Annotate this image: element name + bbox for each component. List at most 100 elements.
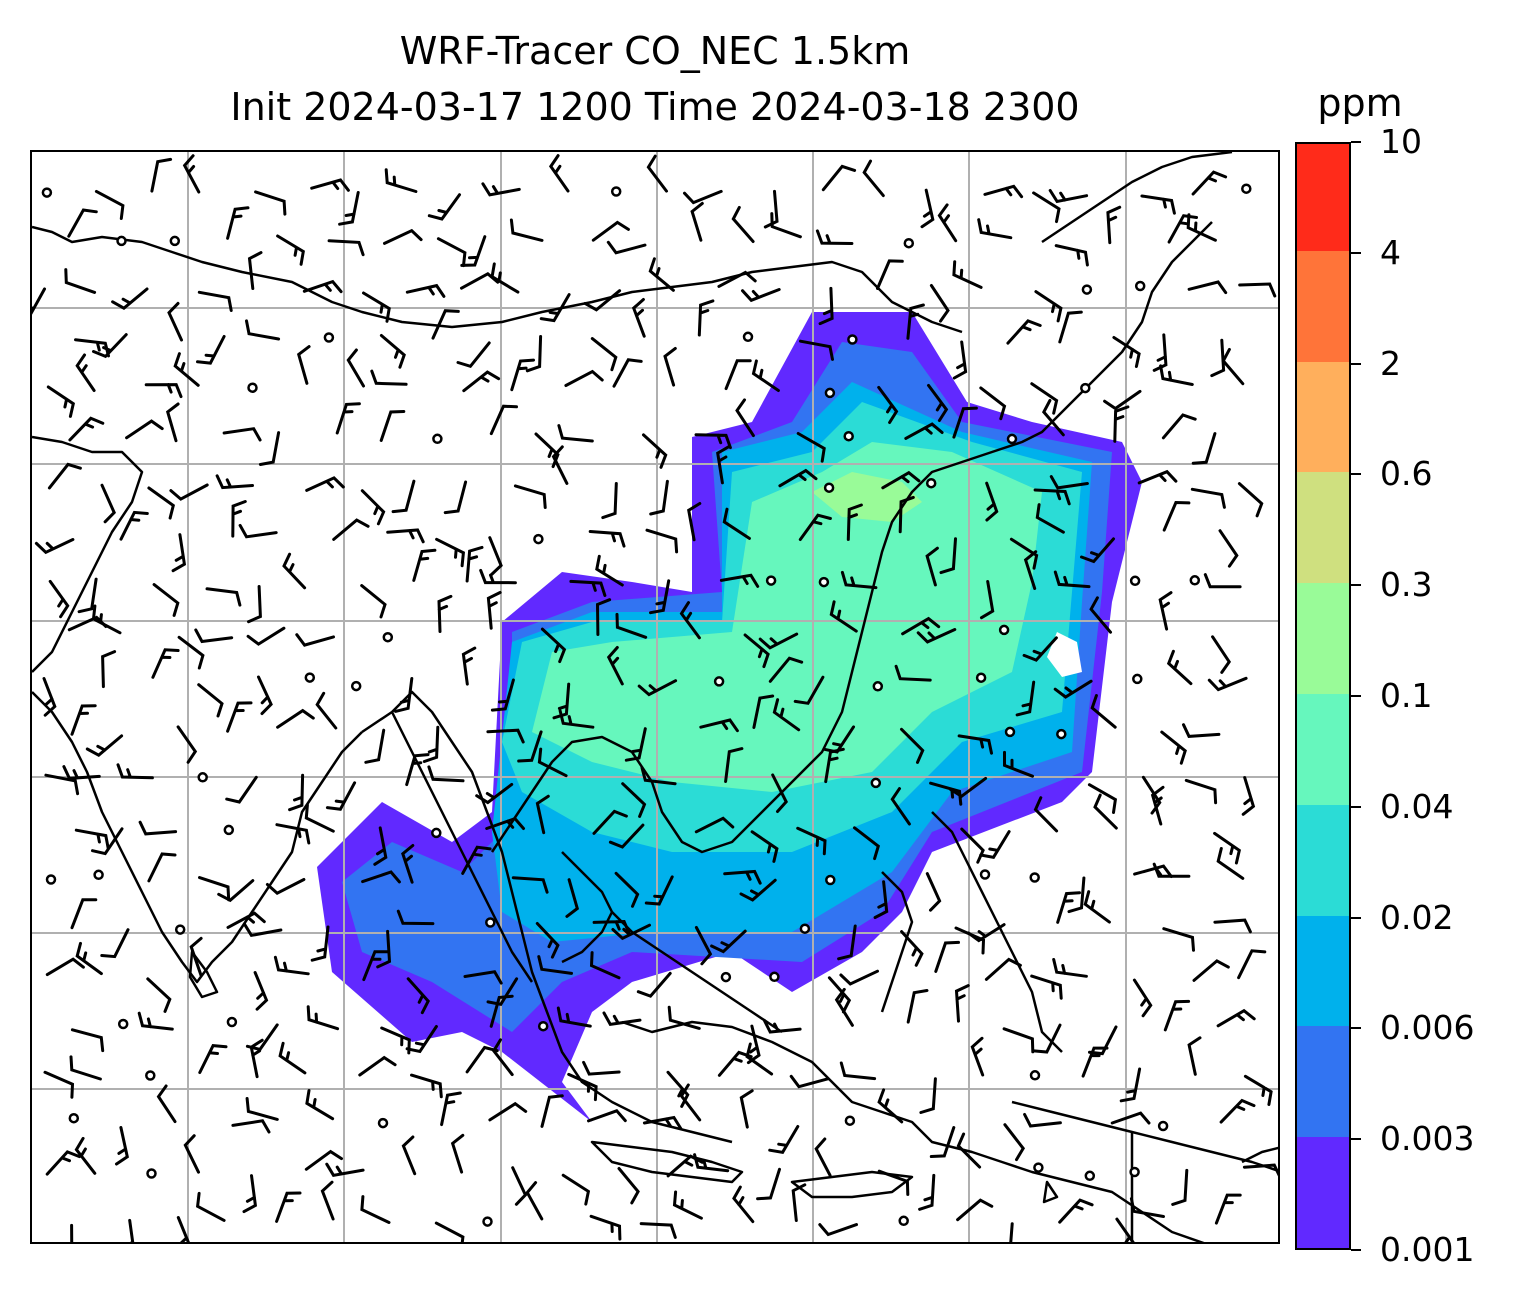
wind-barb xyxy=(1112,336,1141,368)
wind-barb xyxy=(1002,1027,1035,1054)
wind-barb xyxy=(435,537,465,568)
wind-barb xyxy=(215,474,254,490)
colorbar-tick-label: 0.3 xyxy=(1380,565,1433,605)
wind-barb xyxy=(979,386,1007,421)
wind-barb xyxy=(231,500,247,538)
wind-barb xyxy=(305,1089,335,1121)
colorbar-tick-mark xyxy=(1351,584,1361,587)
wind-barb xyxy=(739,878,777,902)
wind-barb xyxy=(1216,1008,1256,1028)
calm-wind-circle xyxy=(925,477,937,489)
wind-barb xyxy=(589,1214,622,1241)
wind-barb xyxy=(954,984,970,1023)
colorbar-tick-label: 0.003 xyxy=(1380,1119,1475,1159)
colorbar-tick-mark xyxy=(1351,695,1361,697)
wind-barb xyxy=(176,725,198,764)
wind-barb xyxy=(100,483,116,524)
wind-barb xyxy=(486,591,502,630)
wind-barb xyxy=(592,809,628,835)
calm-wind-circle xyxy=(304,672,316,683)
calm-wind-circle xyxy=(1080,382,1091,394)
wind-barb xyxy=(934,940,960,973)
wind-barb xyxy=(258,431,281,466)
wind-barb xyxy=(465,545,484,583)
wind-barb xyxy=(486,977,519,1006)
wind-barb xyxy=(197,290,233,312)
calm-wind-circle xyxy=(432,433,443,445)
wind-barb xyxy=(43,1070,75,1099)
wind-barb xyxy=(606,240,647,255)
wind-barb xyxy=(690,201,704,242)
wind-barb xyxy=(1158,591,1173,631)
wind-barb xyxy=(862,159,885,198)
wind-barb xyxy=(491,1038,514,1077)
calm-wind-circle xyxy=(847,334,858,345)
wind-barb xyxy=(877,1169,910,1196)
map-canvas xyxy=(32,152,1278,1242)
wind-barb xyxy=(595,554,624,587)
calm-wind-circle xyxy=(1056,728,1067,740)
wind-barb xyxy=(762,1018,802,1034)
wind-barb xyxy=(525,1181,544,1221)
calm-wind-circle xyxy=(1157,1120,1169,1132)
wind-barb xyxy=(1192,959,1230,982)
calm-wind-circle xyxy=(844,1115,856,1126)
wind-barb xyxy=(362,950,390,982)
wind-barb xyxy=(1106,205,1122,245)
wind-barb xyxy=(509,218,544,242)
wind-barb xyxy=(741,288,781,303)
wind-barb xyxy=(360,584,387,619)
wind-barb xyxy=(772,698,801,732)
wind-barb xyxy=(456,341,491,369)
wind-barb xyxy=(315,691,338,730)
wind-barb xyxy=(74,338,110,358)
wind-barb xyxy=(537,747,568,778)
colorbar-tick-label: 4 xyxy=(1380,232,1401,272)
wind-barb xyxy=(1213,918,1252,934)
wind-barb xyxy=(818,286,834,326)
wind-barb xyxy=(198,876,231,902)
wind-barb xyxy=(901,616,941,636)
wind-barb xyxy=(1030,382,1059,415)
wind-barb xyxy=(1003,750,1034,778)
wind-barb xyxy=(85,734,124,758)
wind-barb xyxy=(257,675,273,716)
calm-wind-circle xyxy=(1004,726,1016,738)
wind-barb xyxy=(177,635,205,670)
colorbar-segment xyxy=(1297,582,1349,694)
wind-barb xyxy=(919,1077,937,1114)
wind-barb xyxy=(1243,1074,1273,1106)
wind-barb xyxy=(275,1191,302,1223)
wind-barb xyxy=(1191,432,1217,465)
wind-barb xyxy=(666,1070,690,1108)
wind-barb xyxy=(1006,319,1042,345)
wind-barb xyxy=(595,598,612,636)
wind-barb xyxy=(1003,1123,1026,1162)
wind-barb xyxy=(1216,847,1245,880)
calm-wind-circle xyxy=(169,235,181,247)
colorbar-tick-mark xyxy=(1351,916,1361,919)
wind-barb xyxy=(789,1074,830,1089)
wind-barb xyxy=(716,445,731,485)
calm-wind-circle xyxy=(713,676,725,687)
wind-barb xyxy=(918,1173,936,1211)
wind-barb xyxy=(119,510,149,541)
calm-wind-circle xyxy=(898,1215,909,1227)
wind-barb xyxy=(276,234,305,266)
wind-barb xyxy=(679,1083,702,1122)
colorbar-segment xyxy=(1297,144,1349,251)
wind-barb xyxy=(332,518,370,541)
wind-barb xyxy=(758,632,799,650)
wind-barb xyxy=(791,1183,807,1222)
wind-barb xyxy=(1030,974,1063,1000)
wind-barb xyxy=(925,872,942,912)
calm-wind-circle xyxy=(1189,575,1201,586)
wind-barb xyxy=(247,585,262,624)
wind-barb xyxy=(146,977,172,1013)
wind-barb xyxy=(602,1011,642,1027)
wind-barb xyxy=(376,929,392,969)
wind-barb xyxy=(296,345,311,385)
wind-barb xyxy=(952,406,978,439)
calm-wind-circle xyxy=(825,874,836,886)
wind-barb xyxy=(510,358,535,392)
